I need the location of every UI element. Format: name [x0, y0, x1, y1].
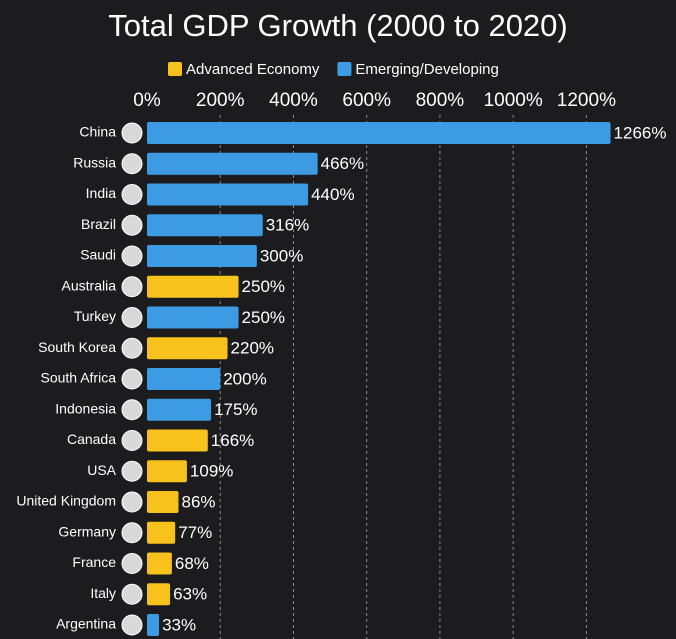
value-label: 33% — [162, 615, 196, 634]
category-label: Saudi — [80, 247, 116, 263]
value-label: 316% — [266, 216, 309, 235]
flag-icon — [121, 522, 143, 544]
bar — [147, 368, 221, 390]
flag-icon — [121, 276, 143, 298]
category-label: South Korea — [38, 339, 116, 355]
flag-icon — [121, 307, 143, 328]
x-tick-label: 0% — [133, 90, 161, 111]
flag-icon — [121, 153, 143, 175]
category-label: Germany — [58, 523, 116, 539]
value-label: 250% — [242, 308, 285, 327]
bar — [147, 214, 263, 237]
category-label: India — [86, 185, 117, 201]
bar — [147, 583, 171, 606]
value-label: 109% — [190, 462, 233, 481]
category-label: Indonesia — [55, 400, 116, 416]
chart-title: Total GDP Growth (2000 to 2020) — [108, 8, 568, 43]
value-label: 440% — [311, 185, 354, 204]
legend-label: Advanced Economy — [186, 61, 320, 78]
category-label: Brazil — [81, 216, 116, 232]
legend-label: Emerging/Developing — [355, 61, 498, 78]
x-tick-label: 200% — [196, 90, 245, 111]
bar — [147, 337, 228, 360]
category-label: USA — [87, 462, 116, 478]
flag-icon — [121, 337, 143, 359]
category-label: United Kingdom — [16, 493, 116, 509]
bar — [147, 152, 318, 175]
bar — [147, 491, 179, 513]
bar — [147, 398, 212, 421]
bar — [147, 552, 172, 575]
flag-icon — [121, 184, 143, 205]
flag-icon — [121, 614, 143, 636]
value-label: 220% — [231, 339, 274, 358]
category-label: South Africa — [41, 370, 117, 386]
value-label: 86% — [181, 492, 215, 511]
value-label: 175% — [214, 400, 257, 419]
category-label: France — [72, 554, 116, 570]
flag-icon — [121, 553, 143, 574]
value-label: 250% — [242, 277, 285, 296]
category-label: Italy — [90, 585, 116, 601]
bar — [147, 245, 257, 267]
bar — [147, 460, 187, 483]
value-label: 77% — [178, 523, 212, 542]
value-label: 68% — [175, 554, 209, 573]
bar — [147, 122, 611, 144]
flag-icon — [121, 460, 143, 482]
category-label: Argentina — [56, 616, 116, 632]
category-label: Australia — [62, 277, 117, 293]
value-label: 1266% — [614, 123, 667, 142]
x-tick-label: 600% — [342, 90, 391, 111]
flag-icon — [121, 491, 143, 513]
x-tick-label: 800% — [416, 90, 465, 111]
flag-icon — [121, 368, 143, 390]
legend-swatch — [337, 62, 352, 76]
bar — [147, 521, 176, 544]
flag-icon — [121, 430, 143, 451]
bar — [147, 429, 208, 452]
value-label: 166% — [211, 431, 254, 450]
flag-icon — [121, 214, 143, 236]
category-label: Turkey — [74, 308, 116, 324]
bar — [147, 614, 160, 636]
bar — [147, 183, 309, 206]
value-label: 63% — [173, 585, 207, 604]
bar — [147, 275, 239, 298]
flag-icon — [121, 122, 143, 144]
value-label: 466% — [321, 154, 364, 173]
value-label: 200% — [223, 369, 266, 388]
category-label: China — [79, 124, 116, 140]
legend-swatch — [168, 62, 182, 76]
category-label: Russia — [73, 154, 116, 170]
flag-icon — [121, 399, 143, 421]
x-tick-label: 400% — [269, 90, 318, 111]
flag-icon — [121, 583, 143, 605]
flag-icon — [121, 245, 143, 267]
x-tick-label: 1000% — [484, 90, 543, 111]
value-label: 300% — [260, 246, 303, 265]
bar — [147, 306, 239, 329]
category-label: Canada — [67, 431, 116, 447]
x-tick-label: 1200% — [557, 90, 616, 111]
